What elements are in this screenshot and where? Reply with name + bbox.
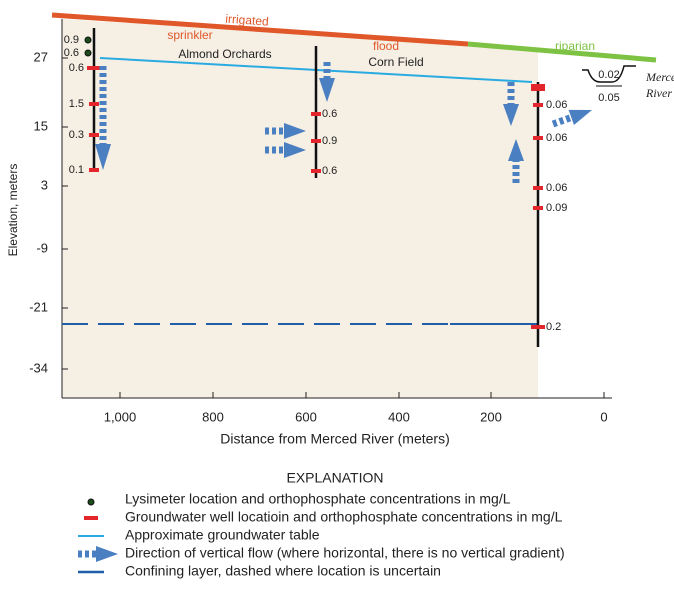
- flow-arrow: [508, 139, 524, 183]
- well-marker: [533, 103, 543, 107]
- well-marker: [533, 206, 543, 210]
- well-label: 0.3: [69, 129, 84, 141]
- river-label: River: [645, 86, 672, 100]
- well-marker: [311, 169, 321, 173]
- y-tick-label: -34: [29, 360, 48, 375]
- well-marker: [531, 84, 545, 91]
- irrigated-surface: [51, 12, 469, 47]
- arrow-head: [96, 546, 118, 562]
- well-marker: [89, 133, 99, 137]
- well-marker: [89, 168, 99, 172]
- well-label: 0.06: [546, 99, 567, 111]
- lysimeter-label: 0.6: [64, 47, 79, 59]
- well-marker: [531, 325, 545, 329]
- arrow-head: [568, 109, 592, 125]
- y-tick-label: -9: [36, 240, 48, 255]
- flow-arrow: [95, 66, 111, 170]
- legend-well: [84, 516, 98, 520]
- y-tick-label: 15: [34, 118, 48, 133]
- well-marker: [311, 112, 321, 116]
- riparian-surface: [467, 41, 657, 63]
- well-label: 0.6: [322, 165, 337, 177]
- field-label: Corn Field: [368, 55, 423, 69]
- x-tick-label: 400: [388, 409, 410, 424]
- river-channel: [582, 65, 636, 83]
- well-label: 0.6: [322, 108, 337, 120]
- well-marker: [89, 102, 99, 106]
- lysimeter: [84, 49, 92, 57]
- explanation-item: Direction of vertical flow (where horizo…: [125, 545, 565, 561]
- well-label: 0.09: [546, 202, 567, 214]
- well-marker: [311, 139, 321, 143]
- well-label: 0.2: [546, 321, 561, 333]
- explanation-item: Approximate groundwater table: [125, 527, 320, 543]
- land-use-label: sprinkler: [167, 28, 212, 42]
- well-label: 0.06: [546, 182, 567, 194]
- well-marker: [533, 186, 543, 190]
- arrow-head: [284, 123, 306, 139]
- arrow-head: [508, 139, 524, 161]
- x-tick-label: 600: [295, 409, 317, 424]
- section-background: [62, 19, 538, 398]
- flow-arrow: [265, 123, 306, 139]
- field-label: Almond Orchards: [178, 47, 271, 61]
- x-axis-label: Distance from Merced River (meters): [220, 431, 450, 447]
- arrow-head: [95, 144, 111, 170]
- river-concentration: 0.05: [598, 92, 619, 104]
- explanation-item: Groundwater well locatioin and orthophos…: [125, 509, 563, 525]
- land-use-label: irrigated: [225, 12, 269, 29]
- x-tick-label: 1,000: [104, 409, 137, 424]
- flow-arrow: [78, 546, 118, 562]
- arrow-tail: [551, 114, 573, 128]
- arrow-head: [503, 104, 519, 126]
- well-label: 0.6: [69, 62, 84, 74]
- arrow-head: [319, 78, 335, 102]
- land-use-label: riparian: [555, 39, 595, 53]
- y-axis-label: Elevation, meters: [6, 164, 20, 257]
- x-tick-label: 0: [600, 409, 607, 424]
- lysimeter-label: 0.9: [64, 34, 79, 46]
- flow-arrow: [551, 109, 592, 128]
- well-label: 0.9: [322, 135, 337, 147]
- flow-arrow: [319, 62, 335, 102]
- legend-lysimeter: [87, 498, 95, 506]
- flow-arrow: [265, 142, 306, 158]
- lysimeter: [84, 36, 92, 44]
- well-label: 0.1: [69, 164, 84, 176]
- flow-arrow: [503, 82, 519, 126]
- well-marker: [533, 136, 543, 140]
- river-concentration: 0.02: [598, 69, 619, 81]
- x-tick-label: 200: [480, 409, 502, 424]
- y-tick-label: -21: [29, 299, 48, 314]
- land-use-label: flood: [373, 39, 399, 53]
- river-label: Merced: [645, 70, 674, 84]
- y-tick-label: 3: [41, 177, 48, 192]
- well-label: 0.06: [546, 132, 567, 144]
- explanation-item: Lysimeter location and orthophosphate co…: [125, 491, 511, 507]
- well-marker: [87, 66, 101, 70]
- y-tick-label: 27: [34, 49, 48, 64]
- x-tick-label: 800: [202, 409, 224, 424]
- explanation-title: EXPLANATION: [287, 470, 384, 486]
- explanation-item: Confining layer, dashed where location i…: [125, 563, 441, 579]
- arrow-head: [284, 142, 306, 158]
- well-label: 1.5: [69, 98, 84, 110]
